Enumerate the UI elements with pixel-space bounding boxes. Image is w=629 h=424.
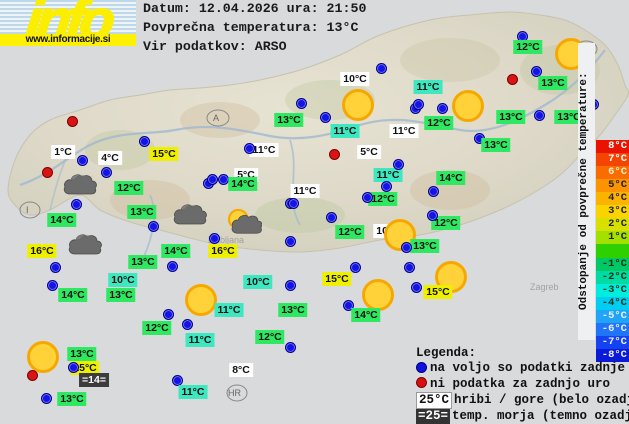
svg-text:I: I xyxy=(26,205,29,215)
svg-text:HR: HR xyxy=(228,388,241,398)
svg-text:Zagreb: Zagreb xyxy=(530,282,559,292)
svg-text:A: A xyxy=(213,113,219,123)
